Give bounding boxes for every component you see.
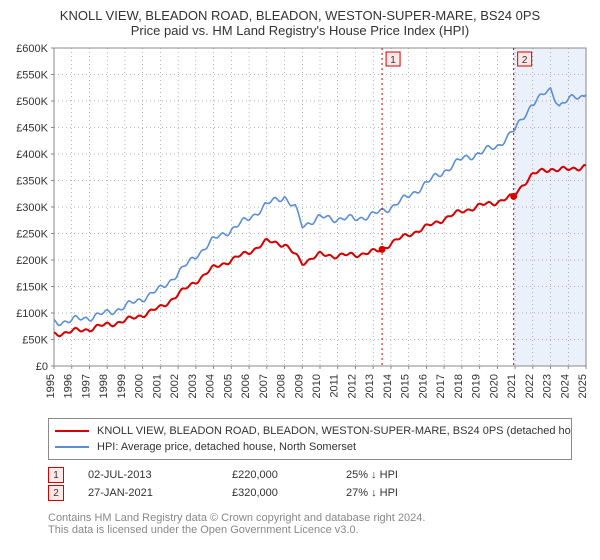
copyright-footer: Contains HM Land Registry data © Crown c…: [48, 512, 572, 536]
svg-text:2001: 2001: [151, 374, 163, 398]
legend-label-series1: KNOLL VIEW, BLEADON ROAD, BLEADON, WESTO…: [97, 425, 571, 437]
marker-2-price: £320,000: [232, 487, 322, 499]
svg-text:2019: 2019: [471, 374, 483, 398]
svg-text:2016: 2016: [417, 374, 429, 398]
marker-1-date: 02-JUL-2013: [88, 469, 208, 481]
svg-text:2011: 2011: [329, 374, 341, 398]
marker-1-diff: 25% ↓ HPI: [346, 469, 456, 481]
svg-text:£400K: £400K: [16, 149, 48, 161]
svg-text:2024: 2024: [559, 374, 571, 398]
svg-text:£200K: £200K: [16, 255, 48, 267]
footer-line2: This data is licensed under the Open Gov…: [48, 524, 572, 536]
legend: KNOLL VIEW, BLEADON ROAD, BLEADON, WESTO…: [48, 418, 572, 460]
table-row: 2 27-JAN-2021 £320,000 27% ↓ HPI: [48, 484, 572, 502]
svg-text:2: 2: [522, 55, 528, 66]
svg-text:£550K: £550K: [16, 70, 48, 82]
svg-text:£0: £0: [36, 361, 48, 373]
svg-text:2003: 2003: [187, 374, 199, 398]
svg-text:2023: 2023: [542, 374, 554, 398]
svg-text:2015: 2015: [400, 374, 412, 398]
marker-2-box: 2: [48, 485, 64, 501]
marker-1-box: 1: [48, 467, 64, 483]
svg-text:2014: 2014: [382, 374, 394, 398]
svg-text:2020: 2020: [488, 374, 500, 398]
svg-text:2022: 2022: [524, 374, 536, 398]
marker-table: 1 02-JUL-2013 £220,000 25% ↓ HPI 2 27-JA…: [48, 466, 572, 502]
marker-2-diff: 27% ↓ HPI: [346, 487, 456, 499]
marker-2-date: 27-JAN-2021: [88, 487, 208, 499]
svg-text:2017: 2017: [435, 374, 447, 398]
legend-row-series2: HPI: Average price, detached house, Nort…: [55, 439, 565, 455]
legend-swatch-blue: [55, 446, 89, 448]
svg-text:2009: 2009: [293, 374, 305, 398]
svg-text:2013: 2013: [364, 374, 376, 398]
svg-text:£250K: £250K: [16, 229, 48, 241]
footer-line1: Contains HM Land Registry data © Crown c…: [48, 512, 572, 524]
svg-text:2008: 2008: [276, 374, 288, 398]
svg-text:2006: 2006: [240, 374, 252, 398]
svg-text:£350K: £350K: [16, 176, 48, 188]
svg-text:2018: 2018: [453, 374, 465, 398]
svg-text:1997: 1997: [80, 374, 92, 398]
legend-row-series1: KNOLL VIEW, BLEADON ROAD, BLEADON, WESTO…: [55, 423, 565, 439]
chart-title-line1: KNOLL VIEW, BLEADON ROAD, BLEADON, WESTO…: [4, 8, 596, 23]
marker-1-price: £220,000: [232, 469, 322, 481]
svg-text:£100K: £100K: [16, 308, 48, 320]
svg-text:2007: 2007: [258, 374, 270, 398]
svg-text:£450K: £450K: [16, 123, 48, 135]
chart-title-line2: Price paid vs. HM Land Registry's House …: [4, 23, 596, 38]
svg-text:£500K: £500K: [16, 96, 48, 108]
price-chart: 1 2 £0 £50K £100K £150K £200K £250K £300K £350K £4…: [4, 42, 600, 412]
svg-text:£50K: £50K: [22, 335, 48, 347]
svg-text:£600K: £600K: [16, 43, 48, 55]
svg-text:2005: 2005: [222, 374, 234, 398]
svg-text:2025: 2025: [577, 374, 589, 398]
svg-text:1: 1: [390, 55, 396, 66]
svg-text:2012: 2012: [346, 374, 358, 398]
svg-text:2002: 2002: [169, 374, 181, 398]
svg-text:1999: 1999: [116, 374, 128, 398]
svg-text:2021: 2021: [506, 374, 518, 398]
legend-label-series2: HPI: Average price, detached house, Nort…: [97, 441, 356, 453]
svg-text:£300K: £300K: [16, 202, 48, 214]
legend-swatch-red: [55, 430, 89, 432]
svg-text:2010: 2010: [311, 374, 323, 398]
table-row: 1 02-JUL-2013 £220,000 25% ↓ HPI: [48, 466, 572, 484]
svg-text:1996: 1996: [63, 374, 75, 398]
svg-text:2004: 2004: [205, 374, 217, 398]
svg-text:1995: 1995: [45, 374, 57, 398]
svg-text:£150K: £150K: [16, 282, 48, 294]
svg-text:1998: 1998: [98, 374, 110, 398]
svg-text:2000: 2000: [134, 374, 146, 398]
